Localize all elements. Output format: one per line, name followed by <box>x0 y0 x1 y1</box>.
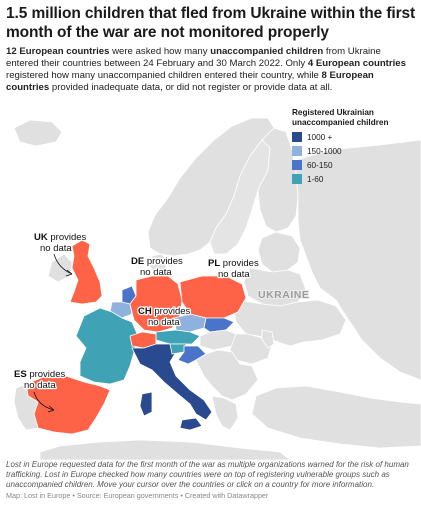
map-country-sardinia[interactable] <box>139 391 153 417</box>
map-country-austria[interactable] <box>155 329 201 345</box>
legend-item: 150-1000 <box>292 146 412 156</box>
es-annotation-arrowhead <box>47 405 55 413</box>
es-annotation-arrow <box>33 391 55 411</box>
legend-label: 1000 + <box>307 132 333 142</box>
subtitle-text-6: registered how many unaccompanied childr… <box>6 70 322 81</box>
de-annotation-text2: no data <box>140 267 172 278</box>
de-annotation-code: DE <box>131 256 144 267</box>
map-country-balkans[interactable] <box>195 349 259 401</box>
footnote: Lost in Europe requested data for the fi… <box>6 460 409 489</box>
legend-swatch <box>292 146 302 156</box>
legend-swatch <box>292 160 302 170</box>
map-country-moldova[interactable] <box>261 329 275 349</box>
legend-item: 1-60 <box>292 174 412 184</box>
pl-annotation: PL provides no data <box>208 258 259 280</box>
map-country-baltics[interactable] <box>257 231 301 273</box>
es-annotation-text1: provides <box>27 369 66 380</box>
legend-swatch <box>292 132 302 142</box>
map-country-france[interactable] <box>75 307 139 385</box>
map-country-russia[interactable] <box>295 139 421 381</box>
ch-annotation-code: CH <box>138 306 152 317</box>
map-country-germany[interactable] <box>129 275 183 333</box>
map-country-sicily[interactable] <box>179 417 203 431</box>
subtitle-text-8: provided inadequate data, or did not reg… <box>49 82 333 93</box>
map-country-iceland[interactable] <box>13 119 63 147</box>
legend-swatch <box>292 174 302 184</box>
subtitle-bold-3: unaccompanied children <box>210 46 324 57</box>
map-country-denmark[interactable] <box>149 253 169 275</box>
map-country-poland[interactable] <box>179 275 247 319</box>
uk-annotation-text2: no data <box>40 243 72 254</box>
legend-label: 1-60 <box>307 174 324 184</box>
de-annotation: DE provides no data <box>131 256 183 278</box>
legend-title: Registered Ukrainian unaccompanied child… <box>292 108 389 127</box>
uk-annotation: UK provides no data <box>34 232 87 254</box>
map-region-north-africa <box>39 439 291 460</box>
subtitle-bold-5: 4 European countries <box>307 58 406 69</box>
pl-annotation-text2: no data <box>218 269 250 280</box>
subtitle-text-4: from Ukraine entered their countries bet… <box>6 46 381 69</box>
ukraine-map-label: UKRAINE <box>258 289 309 301</box>
pl-annotation-text1: provides <box>220 258 259 269</box>
uk-annotation-arrow <box>53 253 73 275</box>
ch-annotation-text1: provides <box>152 306 191 317</box>
uk-annotation-code: UK <box>34 232 48 243</box>
ch-annotation: CH provides no data <box>138 306 191 328</box>
source-credit: Map: Lost in Europe • Source: European g… <box>6 491 269 500</box>
uk-annotation-arrowhead <box>65 269 73 277</box>
pl-annotation-code: PL <box>208 258 220 269</box>
europe-map: UKRAINE UK provides no data DE provides no… <box>13 117 421 460</box>
es-annotation-text2: no data <box>24 380 56 391</box>
chart-title: 1.5 million children that fled from Ukra… <box>6 5 416 41</box>
map-country-ireland[interactable] <box>47 253 73 283</box>
legend-label: 60-150 <box>307 160 333 170</box>
map-country-finland[interactable] <box>257 127 299 233</box>
ch-annotation-text2: no data <box>148 317 180 328</box>
subtitle-text-2: were asked how many <box>109 46 211 57</box>
map-country-croatia[interactable] <box>177 345 207 365</box>
map-country-hungary[interactable] <box>199 329 237 351</box>
es-annotation: ES provides no data <box>14 369 65 391</box>
map-country-portugal[interactable] <box>13 383 39 431</box>
legend-label: 150-1000 <box>307 146 342 156</box>
map-legend: Registered Ukrainian unaccompanied child… <box>292 108 412 184</box>
subtitle-bold-7: 8 European countries <box>6 70 374 93</box>
legend-item: 60-150 <box>292 160 412 170</box>
subtitle-bold-1: 12 European countries <box>6 46 110 57</box>
es-annotation-code: ES <box>14 369 27 380</box>
map-country-slovakia[interactable] <box>203 317 235 333</box>
uk-annotation-text1: provides <box>48 232 87 243</box>
map-country-turkey[interactable] <box>251 385 421 449</box>
map-country-uk[interactable] <box>69 239 103 305</box>
de-annotation-text1: provides <box>144 256 183 267</box>
legend-item: 1000 + <box>292 132 412 142</box>
chart-subtitle: 12 European countries were asked how man… <box>6 46 416 94</box>
map-country-italy[interactable] <box>131 343 213 421</box>
map-country-greece[interactable] <box>211 395 239 431</box>
